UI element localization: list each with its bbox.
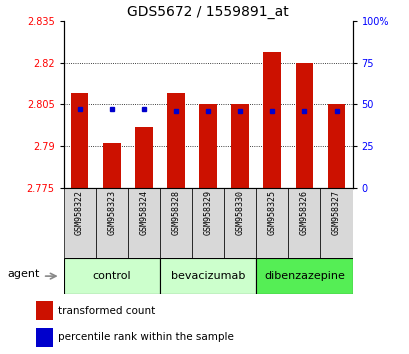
Title: GDS5672 / 1559891_at: GDS5672 / 1559891_at	[127, 5, 288, 19]
Text: control: control	[92, 271, 131, 281]
Text: transformed count: transformed count	[58, 306, 155, 316]
Bar	[135, 127, 152, 188]
Text: GSM958324: GSM958324	[139, 190, 148, 235]
Text: GSM958326: GSM958326	[299, 190, 308, 235]
Text: GSM958329: GSM958329	[203, 190, 212, 235]
Text: percentile rank within the sample: percentile rank within the sample	[58, 332, 234, 342]
Bar	[256, 188, 288, 258]
Text: dibenzazepine: dibenzazepine	[263, 271, 344, 281]
Text: GSM958330: GSM958330	[235, 190, 244, 235]
Bar	[167, 93, 184, 188]
Bar	[327, 104, 344, 188]
Bar	[103, 143, 120, 188]
Bar	[224, 188, 256, 258]
Bar	[288, 188, 320, 258]
Bar	[63, 258, 160, 294]
Bar	[191, 188, 224, 258]
Text: bevacizumab: bevacizumab	[171, 271, 245, 281]
Text: GSM958323: GSM958323	[107, 190, 116, 235]
Bar	[256, 258, 352, 294]
Bar	[95, 188, 128, 258]
Bar	[128, 188, 160, 258]
Bar	[160, 188, 191, 258]
Bar	[160, 258, 256, 294]
Bar	[36, 301, 52, 320]
Text: GSM958327: GSM958327	[331, 190, 340, 235]
Bar	[199, 104, 216, 188]
Text: agent: agent	[7, 269, 39, 279]
Bar	[71, 93, 88, 188]
Text: GSM958322: GSM958322	[75, 190, 84, 235]
Text: GSM958325: GSM958325	[267, 190, 276, 235]
Bar	[36, 328, 52, 347]
Bar	[63, 188, 95, 258]
Bar	[320, 188, 352, 258]
Bar	[263, 52, 281, 188]
Bar	[231, 104, 248, 188]
Bar	[295, 63, 312, 188]
Text: GSM958328: GSM958328	[171, 190, 180, 235]
